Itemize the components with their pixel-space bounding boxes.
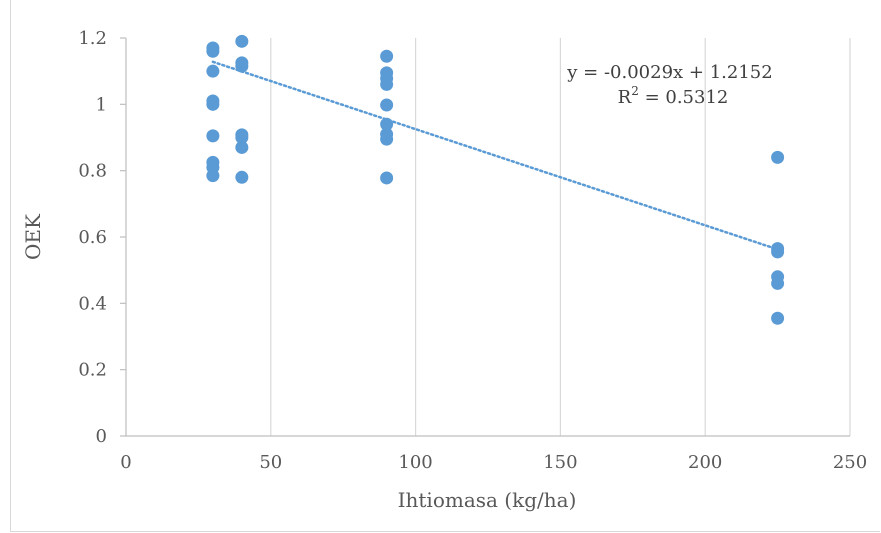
r2-value: = 0.5312 bbox=[639, 87, 729, 108]
trendline-equation: y = -0.0029x + 1.2152 bbox=[566, 62, 772, 83]
trendline-group bbox=[211, 60, 779, 251]
x-tick-label: 50 bbox=[259, 452, 282, 473]
x-tick-label: 250 bbox=[833, 452, 867, 473]
data-point bbox=[771, 276, 785, 290]
data-point bbox=[235, 131, 249, 144]
x-tick-label: 0 bbox=[120, 452, 131, 473]
data-point bbox=[235, 59, 249, 73]
gridlines bbox=[270, 38, 851, 436]
y-tick-label: 1.2 bbox=[78, 28, 107, 49]
data-point bbox=[380, 98, 394, 112]
r2-exponent: 2 bbox=[631, 84, 639, 98]
data-point bbox=[771, 311, 785, 325]
y-tick-label: 0.8 bbox=[78, 161, 107, 182]
data-point bbox=[235, 170, 249, 184]
data-point bbox=[235, 140, 249, 154]
data-point bbox=[206, 169, 220, 183]
x-tick-label: 100 bbox=[398, 452, 432, 473]
tick-labels: 0 50 100 150 200 250 0 0.2 0.4 0.6 0.8 1 1.2 bbox=[78, 28, 867, 473]
y-tick-label: 0.2 bbox=[78, 360, 107, 381]
data-point bbox=[771, 150, 785, 164]
y-tick-label: 1 bbox=[96, 94, 107, 115]
data-point bbox=[380, 77, 394, 91]
y-tick-label: 0.4 bbox=[78, 293, 107, 314]
axes bbox=[120, 37, 850, 437]
data-point bbox=[235, 34, 249, 48]
r2-prefix: R bbox=[618, 87, 632, 108]
data-point bbox=[771, 245, 785, 259]
data-point bbox=[380, 49, 394, 63]
x-tick-label: 200 bbox=[688, 452, 722, 473]
data-point bbox=[380, 117, 394, 131]
data-point bbox=[206, 97, 220, 111]
x-axis-title: Ihtiomasa (kg/ha) bbox=[398, 488, 577, 512]
data-point bbox=[206, 129, 220, 143]
chart-frame bbox=[10, 0, 880, 532]
data-point bbox=[206, 64, 220, 78]
data-point bbox=[380, 132, 394, 146]
y-tick-label: 0.6 bbox=[78, 227, 107, 248]
x-tick-label: 150 bbox=[543, 452, 577, 473]
data-points bbox=[206, 34, 785, 325]
data-point bbox=[206, 44, 220, 58]
y-axis-title: OEK bbox=[21, 213, 45, 260]
data-point bbox=[380, 171, 394, 185]
trendline-r-squared: R2 = 0.5312 bbox=[618, 84, 729, 108]
trendline bbox=[211, 60, 779, 251]
y-tick-label: 0 bbox=[96, 426, 107, 447]
